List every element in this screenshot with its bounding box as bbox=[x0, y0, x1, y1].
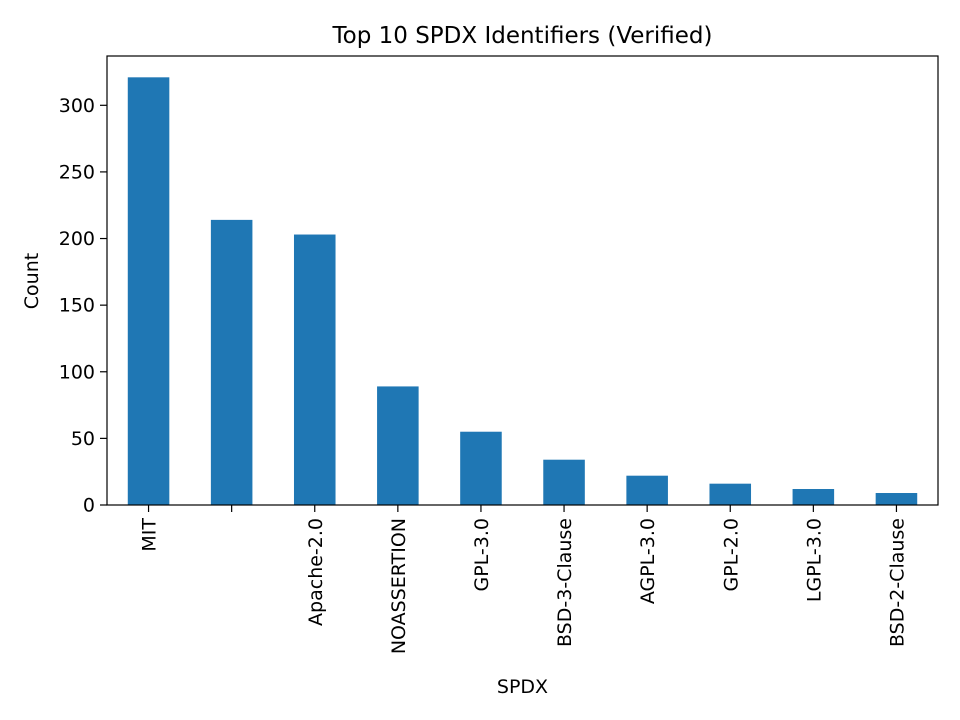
bar-6 bbox=[543, 459, 585, 505]
y-tick-label: 50 bbox=[71, 428, 95, 450]
bar-3 bbox=[293, 234, 336, 505]
x-tick-label: BSD-2-Clause bbox=[886, 518, 908, 647]
bar-10 bbox=[875, 493, 918, 505]
x-axis-ticks: MIT Apache-2.0 NOASSERTION GPL-3.0 BSD-3-Cla… bbox=[139, 505, 908, 654]
x-axis-label: SPDX bbox=[497, 676, 548, 698]
y-axis-ticks: 0 50 100 150 200 250 300 bbox=[59, 95, 107, 517]
x-tick-label: BSD-3-Clause bbox=[554, 518, 576, 647]
bar-9 bbox=[792, 489, 835, 505]
bar-5 bbox=[460, 431, 502, 505]
x-tick-label: LGPL-3.0 bbox=[803, 518, 825, 602]
y-tick-label: 100 bbox=[59, 361, 95, 383]
x-tick-label: MIT bbox=[139, 518, 161, 552]
chart-title: Top 10 SPDX Identifiers (Verified) bbox=[332, 23, 713, 49]
y-tick-label: 300 bbox=[59, 95, 95, 117]
x-tick-label: NOASSERTION bbox=[388, 518, 410, 654]
bar-2 bbox=[210, 219, 253, 505]
x-tick-label: GPL-3.0 bbox=[471, 518, 493, 592]
bar-4 bbox=[377, 386, 419, 505]
x-tick-label: GPL-2.0 bbox=[720, 518, 742, 592]
bar-8 bbox=[709, 483, 752, 505]
x-tick-label: Apache-2.0 bbox=[305, 518, 327, 626]
bar-1 bbox=[127, 77, 170, 505]
y-tick-label: 200 bbox=[59, 228, 95, 250]
y-tick-label: 0 bbox=[83, 495, 95, 517]
plot-frame bbox=[106, 55, 939, 506]
y-axis-label: Count bbox=[21, 253, 43, 309]
y-tick-label: 250 bbox=[59, 161, 95, 183]
bars-layer bbox=[127, 77, 918, 505]
x-tick-label: AGPL-3.0 bbox=[637, 518, 659, 604]
y-tick-label: 150 bbox=[59, 295, 95, 317]
bar-7 bbox=[626, 475, 668, 505]
